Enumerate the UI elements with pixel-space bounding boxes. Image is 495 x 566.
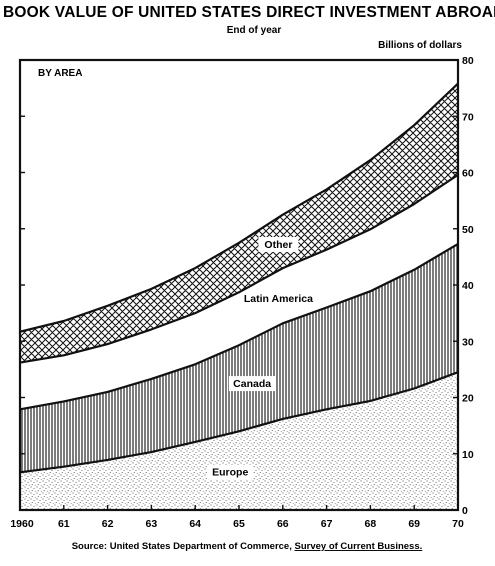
y-tick-label: 0 — [462, 505, 468, 517]
boundary-canada — [19, 242, 459, 411]
chart-subtitle: End of year — [227, 25, 282, 36]
area-boundaries — [19, 82, 459, 474]
x-tick-label: 68 — [365, 518, 377, 530]
area-label-bg — [258, 237, 299, 253]
x-tick-label: 65 — [233, 518, 245, 530]
source-publication: Survey of Current Business. — [295, 541, 423, 552]
area-label-europe: Europe — [212, 467, 248, 479]
area-label-other: Other — [264, 239, 292, 251]
x-tick-label: 69 — [408, 518, 420, 530]
y-tick-label: 40 — [462, 280, 474, 292]
area-europe — [20, 372, 458, 510]
y-tick-label: 80 — [462, 55, 474, 67]
area-other — [20, 83, 458, 363]
area-layers — [20, 83, 458, 510]
x-tick-label: 61 — [58, 518, 70, 530]
boundary-europe — [19, 371, 459, 474]
boundary-other — [19, 82, 459, 333]
source-prefix: Source: United States Department of Comm… — [72, 541, 295, 552]
chart-title: BOOK VALUE OF UNITED STATES DIRECT INVES… — [3, 4, 495, 21]
y-axis-label: Billions of dollars — [378, 40, 462, 51]
y-tick-label: 70 — [462, 111, 474, 123]
source-note: Source: United States Department of Comm… — [72, 541, 423, 552]
area-label-latin-america: Latin America — [244, 293, 313, 305]
area-canada — [20, 243, 458, 473]
x-tick-label: 64 — [189, 518, 201, 530]
area-latin-america — [20, 174, 458, 410]
area-label-bg — [228, 376, 276, 392]
y-tick-label: 20 — [462, 393, 474, 405]
y-tick-label: 50 — [462, 224, 474, 236]
y-tick-label: 60 — [462, 168, 474, 180]
x-tick-label: 67 — [321, 518, 333, 530]
area-labels: Europe Canada Latin America Other — [207, 237, 313, 480]
boundary-latin-america — [19, 173, 459, 364]
x-tick-label: 62 — [102, 518, 114, 530]
y-axis: 0 10 20 30 40 50 60 70 80 — [20, 55, 474, 517]
x-tick-label: 70 — [452, 518, 464, 530]
x-tick-label: 66 — [277, 518, 289, 530]
x-tick-label: 63 — [146, 518, 158, 530]
panel-label: BY AREA — [38, 68, 82, 79]
x-tick-label: 1960 — [10, 518, 34, 530]
area-label-bg — [207, 464, 254, 480]
area-label-canada: Canada — [233, 378, 271, 390]
y-tick-label: 30 — [462, 336, 474, 348]
x-axis: 1960 61 62 63 64 65 66 67 68 69 70 — [10, 505, 464, 530]
y-tick-label: 10 — [462, 449, 474, 461]
